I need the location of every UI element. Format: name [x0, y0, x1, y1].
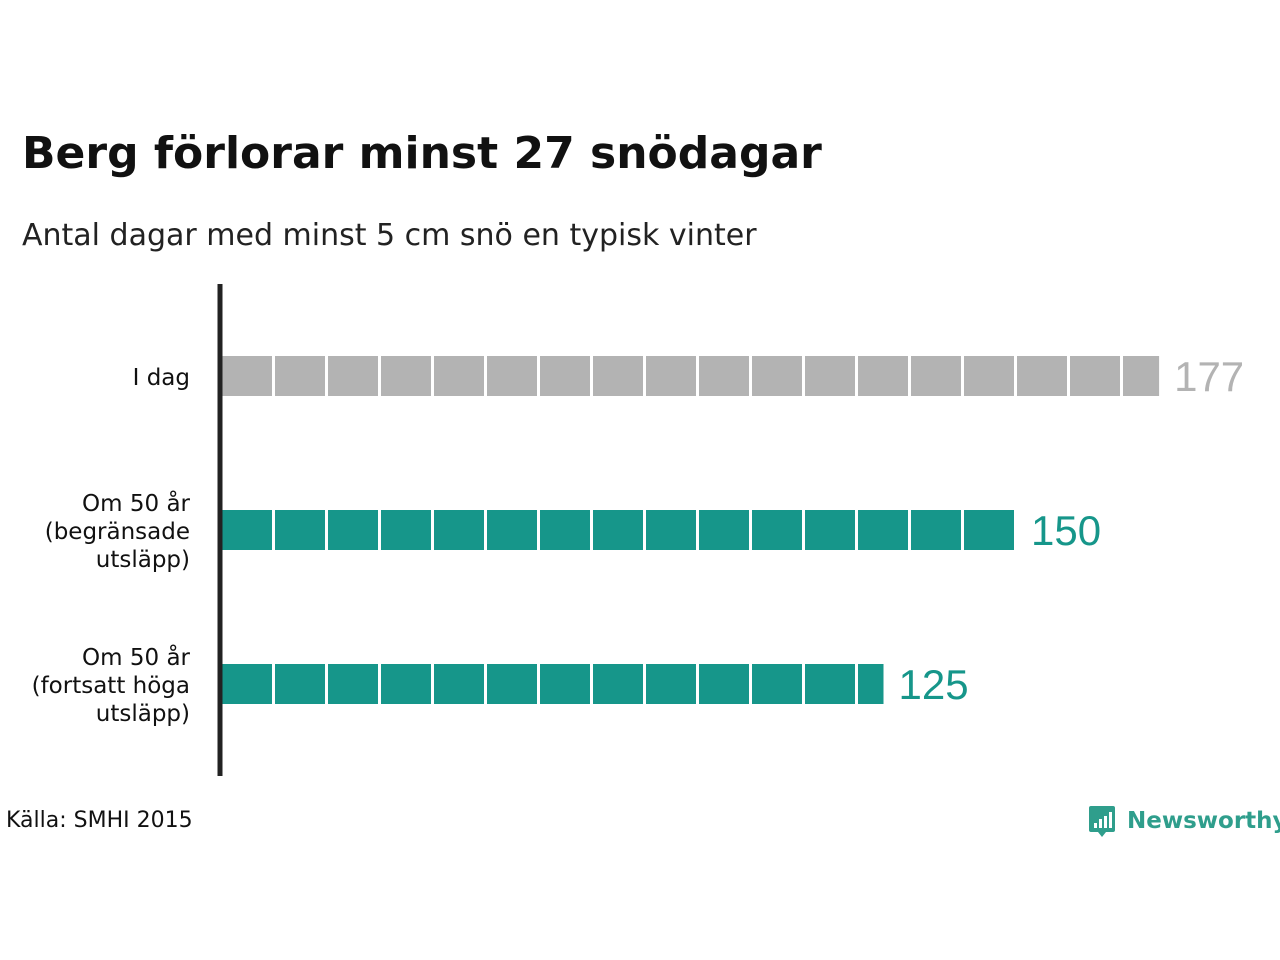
- bar-block: [593, 356, 643, 396]
- bar-block: [646, 510, 696, 550]
- chart-subtitle: Antal dagar med minst 5 cm snö en typisk…: [22, 218, 757, 253]
- bar-block: [964, 356, 1014, 396]
- bar-block: [434, 356, 484, 396]
- bar-block: [911, 510, 961, 550]
- category-label: Om 50 år: [82, 643, 190, 671]
- value-label: 125: [899, 661, 969, 708]
- bar-block: [593, 510, 643, 550]
- bar-block: [328, 356, 378, 396]
- bar-block: [858, 664, 884, 704]
- bar-block: [752, 356, 802, 396]
- bar-block: [858, 510, 908, 550]
- bar-block: [805, 510, 855, 550]
- bar-block: [222, 664, 272, 704]
- bar-block: [381, 356, 431, 396]
- bar-block: [275, 510, 325, 550]
- value-label: 150: [1031, 507, 1101, 554]
- bar-block: [487, 510, 537, 550]
- bar-block: [381, 664, 431, 704]
- bar-block: [805, 356, 855, 396]
- bar-block: [646, 356, 696, 396]
- bar-block: [434, 664, 484, 704]
- bar-block: [222, 356, 272, 396]
- bar-block: [328, 510, 378, 550]
- bar-block: [1017, 356, 1067, 396]
- bar-block: [540, 356, 590, 396]
- bar-block: [858, 356, 908, 396]
- bar-chart-speech-bubble-icon: [1089, 806, 1115, 837]
- bar-block: [540, 664, 590, 704]
- bar-block: [487, 664, 537, 704]
- bar-block: [699, 664, 749, 704]
- category-label: (fortsatt höga: [32, 673, 190, 699]
- bar-block: [699, 356, 749, 396]
- category-label: Om 50 år: [82, 489, 190, 517]
- value-label: 177: [1174, 353, 1244, 400]
- bar-block: [275, 664, 325, 704]
- bar-block: [381, 510, 431, 550]
- brand-name: Newsworthy: [1127, 808, 1280, 834]
- bar-block: [328, 664, 378, 704]
- bar-block: [752, 510, 802, 550]
- bar-block: [593, 664, 643, 704]
- bar-block: [911, 356, 961, 396]
- bar-block: [964, 510, 1014, 550]
- bar-block: [540, 510, 590, 550]
- category-label: utsläpp): [96, 701, 190, 727]
- bar-block: [487, 356, 537, 396]
- bar-block: [752, 664, 802, 704]
- bar-block: [1123, 356, 1160, 396]
- bar-block: [805, 664, 855, 704]
- bar-block: [222, 510, 272, 550]
- bar-block: [646, 664, 696, 704]
- chart-title: Berg förlorar minst 27 snödagar: [22, 128, 822, 179]
- bar-block: [699, 510, 749, 550]
- category-label: utsläpp): [96, 547, 190, 573]
- newsworthy-logo[interactable]: Newsworthy: [1088, 804, 1280, 838]
- bar-block: [275, 356, 325, 396]
- category-label: I dag: [133, 365, 190, 391]
- category-label: (begränsade: [45, 519, 190, 545]
- bar-block: [434, 510, 484, 550]
- bar-block: [1070, 356, 1120, 396]
- source-note: Källa: SMHI 2015: [6, 808, 193, 833]
